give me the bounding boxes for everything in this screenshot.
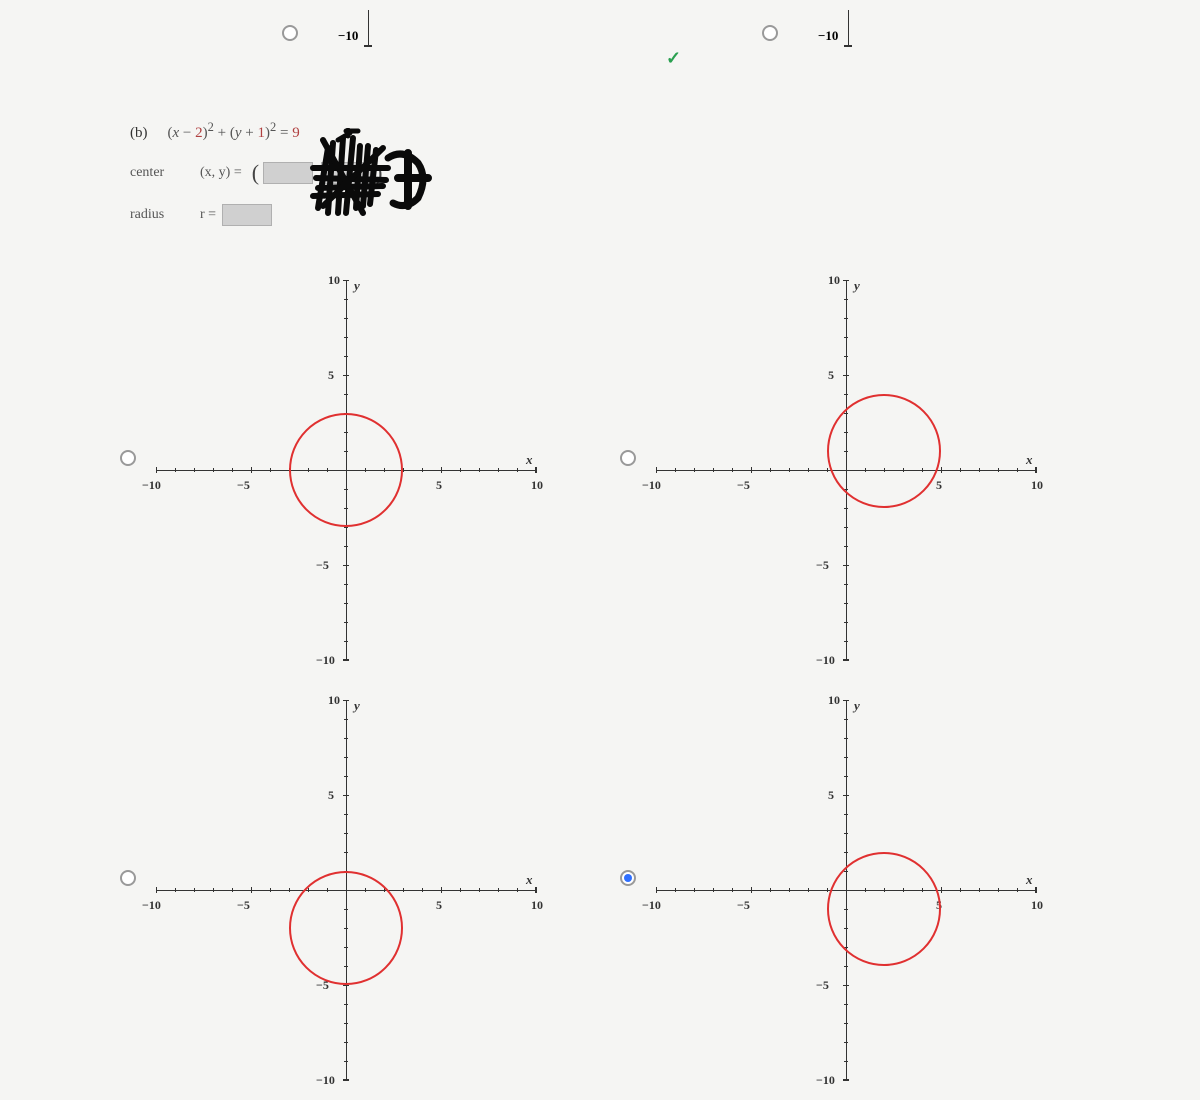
y-tick-label: −5 bbox=[316, 558, 329, 573]
neg-ten-label: −10 bbox=[338, 28, 358, 44]
graph-3: −10−10−5−5551010yx bbox=[656, 700, 1036, 1080]
graph-panel-0: −10−10−5−5551010yx bbox=[120, 280, 580, 660]
x-tick-label: −10 bbox=[642, 478, 661, 493]
graph-0: −10−10−5−5551010yx bbox=[156, 280, 536, 660]
y-tick-label: 10 bbox=[828, 693, 840, 708]
x-tick-label: −5 bbox=[737, 478, 750, 493]
x-tick-label: −5 bbox=[737, 898, 750, 913]
y-tick-label: 10 bbox=[828, 273, 840, 288]
x-axis-label: x bbox=[526, 452, 533, 468]
graph-radio-2[interactable] bbox=[120, 870, 136, 886]
x-tick-label: 5 bbox=[436, 478, 442, 493]
y-tick-label: 10 bbox=[328, 693, 340, 708]
y-tick-label: 5 bbox=[328, 368, 334, 383]
y-axis-label: y bbox=[354, 278, 360, 294]
y-tick-label: −10 bbox=[316, 653, 335, 668]
y-tick-label: −10 bbox=[816, 1073, 835, 1088]
x-axis-label: x bbox=[1026, 452, 1033, 468]
x-tick-label: −10 bbox=[142, 478, 161, 493]
radius-input[interactable] bbox=[222, 204, 272, 226]
y-axis-label: y bbox=[354, 698, 360, 714]
radius-row: radius r = bbox=[130, 204, 1080, 226]
y-tick-label: −10 bbox=[316, 1073, 335, 1088]
x-tick-label: −5 bbox=[237, 478, 250, 493]
x-tick-label: −10 bbox=[642, 898, 661, 913]
graphs-grid: −10 −10 −5 −5 5 5 10 10 y x −10 −10 −5 −5 5 5 10 10 y x −10 −… bbox=[120, 280, 1080, 1080]
y-tick-label: 5 bbox=[828, 788, 834, 803]
x-tick-label: 5 bbox=[436, 898, 442, 913]
part-label: (b) bbox=[130, 125, 148, 142]
y-tick-label: −5 bbox=[816, 978, 829, 993]
x-tick-label: 10 bbox=[1031, 478, 1043, 493]
redaction-scribble bbox=[298, 128, 458, 218]
graph-panel-1: −10−10−5−5551010yx bbox=[620, 280, 1080, 660]
x-tick-label: 5 bbox=[936, 478, 942, 493]
x-tick-label: 10 bbox=[531, 478, 543, 493]
radius-label: radius bbox=[130, 207, 200, 223]
equation-text: (x − 2)2 + (y + 1)2 = 9 bbox=[168, 120, 300, 142]
center-eq: (x, y) = bbox=[200, 165, 242, 181]
circle-plot bbox=[289, 413, 403, 527]
y-tick-label: −10 bbox=[816, 653, 835, 668]
y-tick-label: 10 bbox=[328, 273, 340, 288]
page-content: −10 ✓ −10 (b) (x − 2)2 + (y + 1)2 = 9 ce… bbox=[0, 0, 1200, 1100]
problem-block: (b) (x − 2)2 + (y + 1)2 = 9 center (x, y… bbox=[130, 120, 1080, 260]
graph-panel-2: −10−10−5−5551010yx bbox=[120, 700, 580, 1080]
circle-plot bbox=[289, 871, 403, 985]
y-axis-label: y bbox=[854, 698, 860, 714]
neg-ten-label: −10 bbox=[818, 28, 838, 44]
y-tick-label: 5 bbox=[828, 368, 834, 383]
circle-plot bbox=[827, 852, 941, 966]
y-tick-label: 5 bbox=[328, 788, 334, 803]
x-tick-label: 10 bbox=[1031, 898, 1043, 913]
graph-1: −10−10−5−5551010yx bbox=[656, 280, 1036, 660]
y-axis-label: y bbox=[854, 278, 860, 294]
radio-top-left[interactable] bbox=[282, 25, 298, 41]
graph-radio-3[interactable] bbox=[620, 870, 636, 886]
graph-2: −10−10−5−5551010yx bbox=[156, 700, 536, 1080]
checkmark-icon: ✓ bbox=[666, 48, 681, 69]
paren-open: ( bbox=[252, 160, 259, 186]
x-axis-label: x bbox=[1026, 872, 1033, 888]
graph-radio-0[interactable] bbox=[120, 450, 136, 466]
graph-radio-1[interactable] bbox=[620, 450, 636, 466]
radio-top-right[interactable] bbox=[762, 25, 778, 41]
x-axis-label: x bbox=[526, 872, 533, 888]
radius-eq: r = bbox=[200, 207, 216, 223]
graph-panel-3: −10−10−5−5551010yx bbox=[620, 700, 1080, 1080]
y-tick-label: −5 bbox=[816, 558, 829, 573]
partial-axis-right: −10 bbox=[818, 10, 918, 60]
circle-plot bbox=[827, 394, 941, 508]
x-tick-label: −10 bbox=[142, 898, 161, 913]
top-partial-row: −10 ✓ −10 bbox=[120, 10, 1080, 70]
center-label: center bbox=[130, 165, 200, 181]
center-row: center (x, y) = ( , ) bbox=[130, 160, 1080, 186]
x-tick-label: 10 bbox=[531, 898, 543, 913]
partial-axis-left: −10 bbox=[338, 10, 438, 60]
x-tick-label: −5 bbox=[237, 898, 250, 913]
